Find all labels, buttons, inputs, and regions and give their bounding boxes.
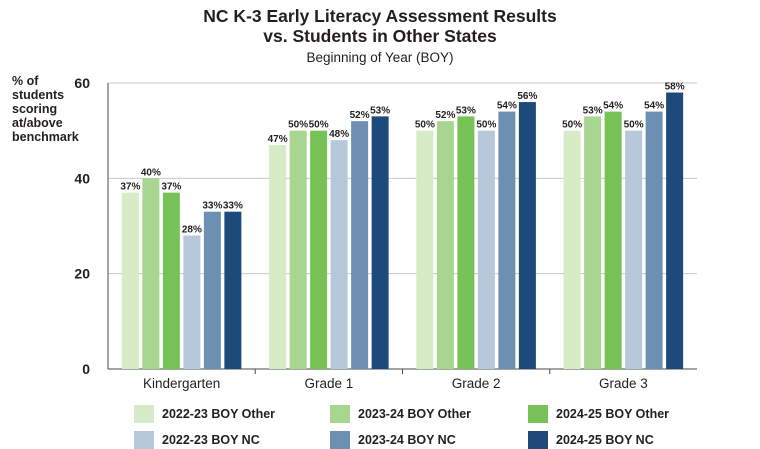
data-label: 47%: [268, 134, 288, 145]
data-label: 48%: [329, 129, 349, 140]
x-category-label: Grade 1: [304, 376, 353, 391]
bar: [645, 111, 663, 369]
bar: [121, 192, 139, 369]
data-label: 54%: [644, 101, 664, 112]
data-label: 37%: [161, 182, 181, 193]
data-label: 52%: [350, 110, 370, 121]
bar: [142, 178, 160, 369]
data-label: 54%: [603, 101, 623, 112]
chart-subtitle: Beginning of Year (BOY): [306, 50, 454, 65]
y-tick-label: 60: [74, 75, 90, 91]
bar: [224, 211, 242, 369]
bar: [289, 130, 307, 369]
bar: [457, 116, 475, 369]
chart-title-line2: vs. Students in Other States: [263, 26, 497, 46]
bar: [563, 130, 581, 369]
data-label: 56%: [517, 91, 537, 102]
bar: [416, 130, 434, 369]
data-label: 53%: [583, 105, 603, 116]
data-label: 33%: [202, 201, 222, 212]
y-tick-label: 20: [74, 266, 90, 282]
data-label: 50%: [415, 120, 435, 131]
y-axis-label: % of students scoring at/above benchmark: [12, 74, 79, 144]
data-label: 50%: [309, 120, 329, 131]
bar: [330, 140, 348, 369]
bar: [477, 130, 495, 369]
data-label: 58%: [665, 82, 685, 93]
data-label: 52%: [435, 110, 455, 121]
bar: [203, 211, 221, 369]
data-label: 28%: [182, 225, 202, 236]
bar: [436, 121, 454, 369]
bar: [269, 144, 287, 369]
x-category-label: Grade 2: [452, 376, 501, 391]
data-label: 50%: [624, 120, 644, 131]
bar: [625, 130, 643, 369]
data-label: 50%: [476, 120, 496, 131]
bar: [162, 192, 180, 369]
bar: [351, 121, 369, 369]
chart-title: NC K-3 Early Literacy Assessment Results: [203, 6, 557, 26]
bar: [584, 116, 602, 369]
bar: [604, 111, 622, 369]
bar: [518, 102, 536, 370]
data-label: 40%: [141, 167, 161, 178]
bar: [666, 92, 684, 370]
bar: [310, 130, 328, 369]
x-category-label: Kindergarten: [143, 376, 220, 391]
y-tick-label: 40: [74, 170, 90, 186]
bar: [498, 111, 516, 369]
data-label: 53%: [456, 105, 476, 116]
bar: [371, 116, 389, 369]
data-label: 33%: [223, 201, 243, 212]
y-tick-label: 0: [82, 361, 90, 377]
data-label: 37%: [120, 182, 140, 193]
data-label: 50%: [562, 120, 582, 131]
data-label: 50%: [288, 120, 308, 131]
data-label: 54%: [497, 101, 517, 112]
data-label: 53%: [370, 105, 390, 116]
x-category-label: Grade 3: [599, 376, 648, 391]
bar: [183, 235, 201, 369]
